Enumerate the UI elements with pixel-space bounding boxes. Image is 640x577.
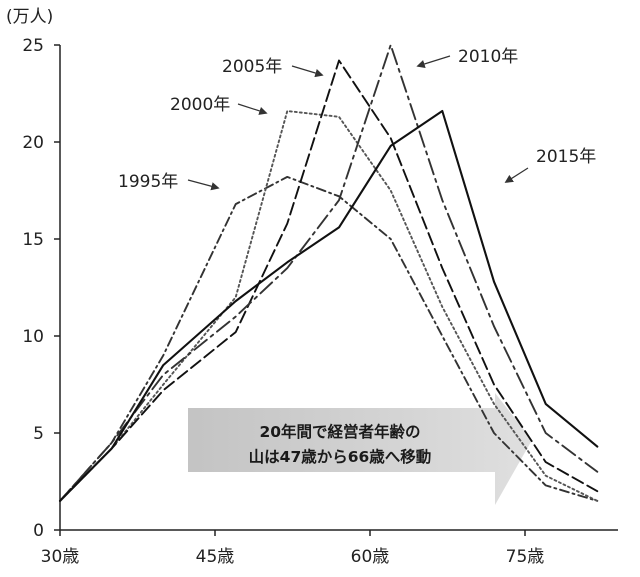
y-tick-label: 10 [22, 327, 44, 347]
x-tick-label: 75歳 [506, 547, 545, 567]
series-line-2010 [59, 44, 599, 502]
series-line-2005 [59, 59, 599, 502]
y-tick-label: 5 [33, 424, 44, 444]
pointer-arrow-2015 [504, 167, 529, 183]
series-label-2015: 2015年 [536, 147, 596, 167]
series-label-2000: 2000年 [170, 95, 230, 115]
annotation-line-2: 山は47歳から66歳へ移動 [249, 447, 432, 466]
x-tick-label: 60歳 [351, 547, 390, 567]
shift-arrow-shape [188, 393, 532, 505]
pointer-arrow-2010 [416, 55, 451, 69]
y-tick-label: 15 [22, 230, 44, 250]
y-tick-label: 0 [33, 521, 44, 541]
y-axis-unit-label: (万人) [6, 7, 53, 27]
y-ticks: 0 5 10 15 20 25 [22, 36, 60, 541]
shift-annotation: 20年間で経営者年齢の 山は47歳から66歳へ移動 [188, 393, 532, 505]
x-ticks: 30歳 45歳 60歳 75歳 [41, 530, 545, 567]
x-tick-label: 30歳 [41, 547, 80, 567]
x-tick-label: 45歳 [196, 547, 235, 567]
series-line-2000 [59, 110, 599, 502]
series-lines [58, 44, 599, 502]
series-label-2010: 2010年 [458, 47, 518, 67]
y-tick-label: 20 [22, 133, 44, 153]
series-label-2005: 2005年 [222, 57, 282, 77]
series-labels: 1995年 2000年 2005年 2010年 2015年 [118, 47, 596, 192]
series-line-1995 [59, 175, 599, 502]
pointer-arrow-2000 [237, 103, 268, 115]
annotation-line-1: 20年間で経営者年齢の [259, 422, 420, 441]
series-line-2015 [58, 109, 599, 502]
pointer-arrow-2005 [291, 65, 324, 78]
y-tick-label: 25 [22, 36, 44, 56]
series-label-1995: 1995年 [118, 172, 178, 192]
pointer-arrow-1995 [187, 179, 220, 191]
